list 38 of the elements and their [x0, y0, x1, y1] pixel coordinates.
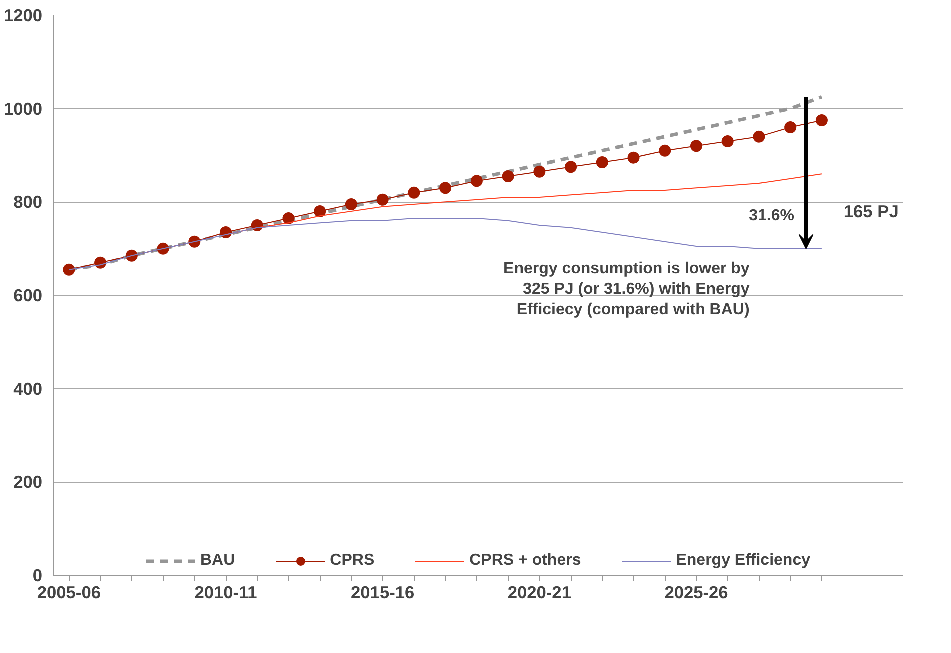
- point: [753, 130, 766, 143]
- point: [470, 175, 483, 188]
- legend-label: Energy Efficiency: [676, 552, 810, 570]
- point: [376, 194, 389, 206]
- legend-label: CPRS + others: [470, 552, 582, 570]
- annotation: 31.6%: [749, 208, 794, 225]
- y-tick-label: 800: [14, 192, 43, 212]
- point: [314, 206, 326, 218]
- x-tick-label: 2010-11: [194, 582, 258, 602]
- x-tick-label: 2015-16: [351, 582, 415, 602]
- point: [628, 152, 640, 164]
- annotation: Energy consumption is lower by 325 PJ (or 31.6%) with Energy Efficiecy (compared with BAU): [504, 260, 750, 318]
- x-tick-label: 2020-21: [508, 582, 572, 602]
- x-tick-label: 2005-06: [37, 582, 102, 602]
- y-tick-label: 400: [14, 378, 43, 399]
- point: [534, 166, 546, 178]
- point: [722, 136, 734, 148]
- point: [596, 156, 608, 168]
- y-tick-label: 1000: [4, 98, 43, 119]
- y-tick-label: 1200: [4, 6, 43, 26]
- point: [440, 182, 452, 194]
- point: [784, 122, 797, 134]
- point: [345, 198, 358, 210]
- point: [816, 114, 828, 126]
- y-tick-label: 0: [32, 566, 43, 586]
- legend-label: BAU: [200, 552, 236, 570]
- point: [282, 212, 295, 224]
- y-tick-label: 200: [14, 472, 43, 492]
- point: [690, 140, 702, 152]
- point: [565, 161, 578, 174]
- point: [659, 144, 672, 157]
- text: 165 PJ: [844, 202, 899, 222]
- x-tick-label: 2025-26: [664, 582, 729, 602]
- y-tick-label: 600: [14, 286, 43, 306]
- point: [408, 186, 420, 199]
- point: [502, 170, 514, 182]
- point: [63, 264, 76, 276]
- legend-label: CPRS: [330, 552, 375, 570]
